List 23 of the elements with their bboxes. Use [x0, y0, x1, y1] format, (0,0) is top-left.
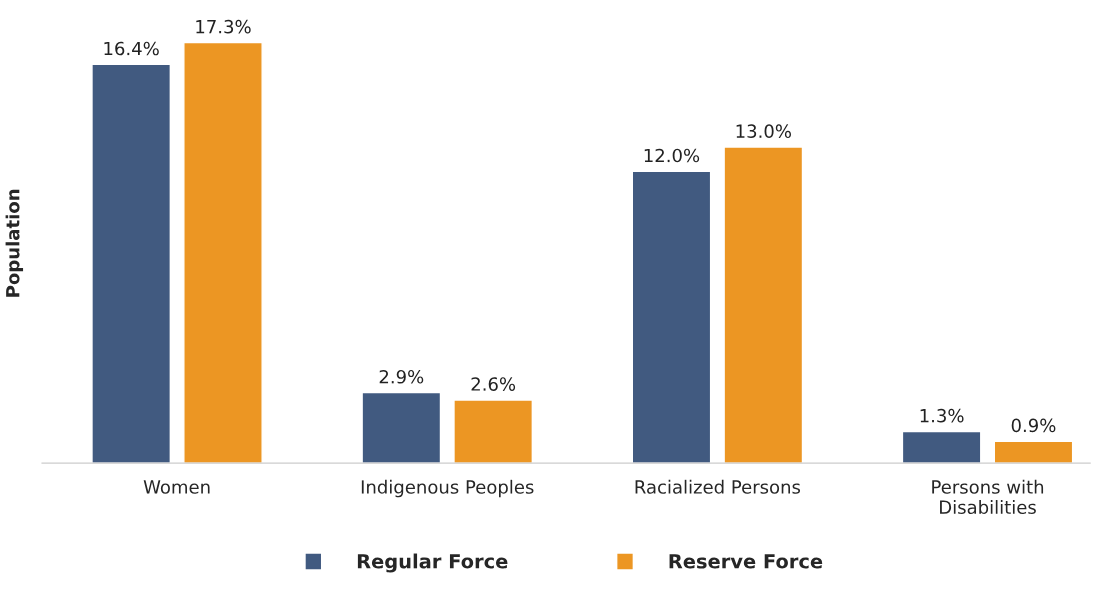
bar	[361, 391, 442, 464]
x-tick-label: Racialized Persons	[635, 479, 801, 494]
data-label: 16.4%	[104, 41, 159, 56]
bar	[993, 440, 1074, 464]
x-tick-label: Indigenous Peoples	[361, 479, 534, 498]
data-label: 17.3%	[196, 19, 251, 34]
data-label: 1.3%	[920, 408, 964, 423]
data-label: 12.0%	[644, 148, 700, 163]
data-label: 0.9%	[1011, 418, 1056, 433]
bar	[183, 41, 263, 464]
legend-label: Regular Force	[357, 553, 508, 573]
y-axis-title: Population	[5, 189, 24, 297]
bar	[91, 63, 172, 464]
legend-label: Reserve Force	[669, 554, 823, 569]
bar	[723, 146, 804, 464]
bar	[631, 170, 712, 464]
x-tick-label: Persons with Disabilities	[932, 479, 1044, 515]
bar	[901, 430, 982, 464]
data-label: 2.9%	[379, 369, 424, 384]
data-label: 13.0%	[736, 124, 791, 139]
bar	[453, 399, 534, 464]
x-tick-label: Women	[143, 480, 210, 494]
data-label: 2.6%	[471, 377, 516, 391]
